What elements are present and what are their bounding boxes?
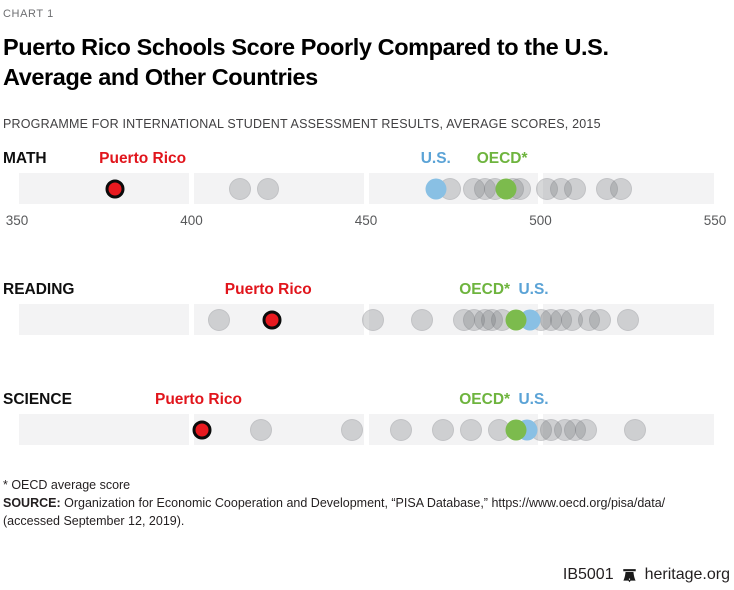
dot-other-country [229, 177, 252, 200]
series-label-us: U.S. [518, 281, 549, 298]
chart: MATH Puerto Rico U.S. OECD* 350 400 450 500 550 R… [3, 150, 730, 445]
gridline-gap [189, 414, 194, 445]
chart-row-math: MATH Puerto Rico U.S. OECD* 350 400 450 500 550 [3, 150, 730, 229]
dot-other-country [389, 418, 412, 441]
series-label-oecd: OECD* [476, 150, 528, 167]
heritage-bell-icon [622, 568, 636, 582]
dot-other-country [208, 308, 231, 331]
row-header-science: SCIENCE Puerto Rico OECD* U.S. [3, 391, 730, 409]
row-header-reading: READING Puerto Rico OECD* U.S. [3, 281, 730, 299]
chart-row-science: SCIENCE Puerto Rico OECD* U.S. [3, 391, 730, 445]
row-header-math: MATH Puerto Rico U.S. OECD* [3, 150, 730, 168]
gridline-gap [363, 173, 369, 204]
dot-other-country [588, 308, 611, 331]
dot-other-country [616, 308, 639, 331]
row-subject-label: READING [3, 281, 75, 298]
dot-puerto-rico [105, 179, 125, 198]
x-axis: 350 400 450 500 550 [6, 213, 727, 229]
dot-other-country [431, 418, 454, 441]
series-label-oecd: OECD* [459, 281, 511, 298]
report-id: IB5001 [562, 566, 614, 583]
chart-kicker: CHART 1 [3, 8, 54, 20]
gridline-gap [363, 414, 369, 445]
dot-other-country [410, 308, 433, 331]
plot-area-reading [17, 304, 715, 335]
dot-other-country [574, 418, 597, 441]
dot-puerto-rico [192, 420, 212, 439]
source-text: Organization for Economic Cooperation an… [3, 496, 666, 528]
axis-tick-label: 400 [180, 213, 203, 228]
source-note: SOURCE: Organization for Economic Cooper… [3, 495, 703, 530]
dot-other-country [459, 418, 482, 441]
chart-footnote: * OECD average score [3, 478, 131, 492]
dot-us [425, 178, 447, 199]
plot-area-science [17, 414, 715, 445]
dot-oecd [505, 309, 527, 330]
dot-other-country [361, 308, 384, 331]
series-label-us: U.S. [518, 391, 549, 408]
plot-area-math [17, 173, 715, 204]
dot-oecd [505, 419, 527, 440]
source-label: SOURCE: [3, 496, 61, 510]
series-label-us: U.S. [420, 150, 451, 167]
dot-other-country [250, 418, 273, 441]
dot-other-country [257, 177, 280, 200]
dot-other-country [609, 177, 632, 200]
dot-oecd [495, 178, 517, 199]
gridline-gap [189, 304, 194, 335]
site-name: heritage.org [644, 566, 730, 583]
dot-other-country [341, 418, 364, 441]
gridline-gap [189, 173, 194, 204]
axis-tick-label: 350 [5, 213, 29, 228]
row-subject-label: SCIENCE [3, 391, 72, 408]
chart-row-reading: READING Puerto Rico OECD* U.S. [3, 281, 730, 335]
axis-tick-label: 500 [529, 213, 552, 228]
chart-subtitle: PROGRAMME FOR INTERNATIONAL STUDENT ASSE… [3, 117, 601, 131]
dot-other-country [564, 177, 587, 200]
page-title: Puerto Rico Schools Score Poorly Compare… [3, 34, 609, 90]
dot-other-country [623, 418, 646, 441]
axis-tick-label: 550 [703, 213, 727, 228]
dot-puerto-rico [262, 310, 282, 329]
series-label-puertorico: Puerto Rico [99, 150, 187, 167]
series-label-oecd: OECD* [459, 391, 511, 408]
publication-footer: IB5001 heritage.org [563, 566, 730, 584]
axis-tick-label: 450 [354, 213, 378, 228]
chart-page: CHART 1 Puerto Rico Schools Score Poorly… [3, 8, 730, 583]
row-subject-label: MATH [3, 150, 47, 167]
series-label-puertorico: Puerto Rico [154, 391, 242, 408]
series-label-puertorico: Puerto Rico [224, 281, 312, 298]
